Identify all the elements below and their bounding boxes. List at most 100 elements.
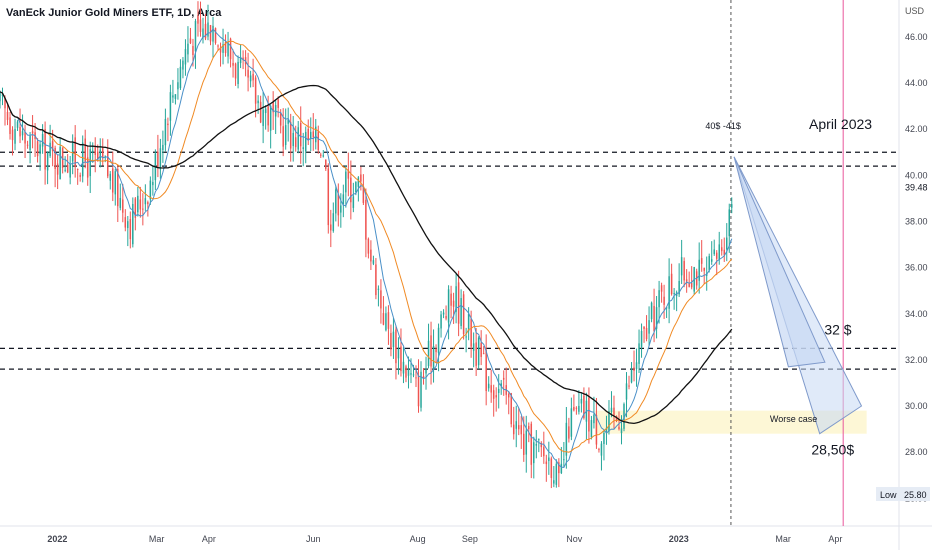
annotation-32: 32 $: [824, 322, 851, 338]
candle-body: [500, 383, 502, 387]
candle-body: [147, 202, 149, 205]
candle-body: [119, 197, 122, 208]
candle-body: [645, 327, 648, 340]
candle-body: [485, 349, 487, 392]
candle-body: [254, 77, 257, 104]
candle-body: [723, 249, 725, 255]
candle-body: [630, 370, 633, 383]
candle-body: [279, 112, 282, 126]
candle-body: [543, 447, 545, 457]
candle-body: [518, 425, 520, 430]
candle-body: [558, 462, 560, 474]
candle-body: [525, 430, 528, 455]
candle-body: [19, 126, 21, 137]
candle-body: [708, 256, 710, 271]
candle-body: [600, 443, 603, 456]
candle-body: [593, 414, 595, 424]
candle-body: [177, 82, 179, 90]
annotation-april-2023: April 2023: [809, 116, 872, 132]
candle-body: [267, 106, 269, 126]
candle-body: [575, 407, 578, 409]
candle-body: [262, 109, 264, 126]
candle-body: [397, 348, 400, 359]
candle-body: [660, 285, 663, 292]
candle-body: [573, 407, 575, 411]
candle-body: [277, 99, 279, 108]
candle-body: [580, 398, 583, 404]
candle-body: [167, 123, 169, 126]
candle-body: [350, 177, 352, 203]
candle-body: [553, 480, 555, 484]
candle-body: [367, 238, 370, 254]
x-tick-label: Jun: [306, 534, 321, 544]
candle-body: [69, 163, 71, 178]
candle-body: [242, 57, 244, 60]
candle-body: [663, 296, 665, 305]
candle-body: [227, 42, 229, 57]
candle-body: [234, 63, 237, 79]
candle-body: [184, 49, 187, 65]
candle-body: [89, 149, 91, 177]
candle-body: [610, 407, 613, 413]
candle-body: [623, 404, 625, 429]
annotation-target-range: 40$ -41$: [705, 121, 741, 131]
candle-body: [435, 348, 437, 353]
candle-body: [465, 336, 467, 338]
candle-body: [312, 131, 315, 138]
candle-body: [688, 283, 690, 287]
candle-body: [720, 247, 723, 252]
candle-body: [535, 444, 538, 446]
candle-body: [84, 138, 86, 162]
candle-body: [515, 421, 517, 429]
candle-body: [345, 171, 347, 193]
candle-body: [194, 21, 197, 52]
candle-body: [713, 249, 715, 255]
candle-body: [252, 73, 254, 81]
candle-body: [538, 439, 540, 441]
candle-body: [355, 182, 357, 193]
candle-body: [653, 305, 655, 332]
candle-body: [565, 422, 568, 456]
candle-body: [330, 224, 332, 231]
candle-body: [127, 221, 129, 229]
candle-body: [482, 353, 485, 355]
projection-triangle: [733, 156, 863, 435]
candle-body: [427, 340, 430, 367]
y-tick-label: 44.00: [905, 78, 928, 88]
candle-body: [555, 463, 558, 485]
candle-body: [533, 442, 535, 464]
candle-body: [477, 337, 480, 366]
candle-body: [365, 199, 367, 240]
candle-body: [472, 343, 475, 351]
candle-body: [335, 189, 337, 214]
low-value: 25.80: [904, 490, 927, 500]
candle-body: [117, 169, 119, 207]
candle-body: [4, 97, 6, 109]
candle-body: [299, 122, 302, 147]
candle-body: [440, 314, 442, 329]
candle-body: [512, 424, 515, 435]
currency-label: USD: [904, 6, 924, 16]
candle-body: [1, 94, 4, 96]
projection-triangle: [733, 156, 826, 368]
candle-body: [309, 131, 312, 139]
candle-body: [502, 377, 505, 380]
candle-body: [307, 128, 309, 141]
candle-body: [109, 173, 112, 181]
candle-body: [59, 146, 61, 180]
candle-body: [362, 186, 365, 203]
candle-body: [665, 307, 668, 309]
candle-body: [633, 367, 635, 371]
candle-body: [352, 196, 355, 208]
candle-body: [61, 147, 64, 168]
y-tick-label: 40.00: [905, 170, 928, 180]
candle-body: [387, 312, 390, 329]
candle-body: [703, 267, 705, 271]
candle-body: [31, 131, 34, 134]
candle-body: [507, 393, 510, 398]
x-tick-label: 2023: [669, 534, 689, 544]
candle-body: [6, 111, 9, 120]
candle-body: [124, 217, 127, 228]
candle-body: [99, 149, 101, 162]
